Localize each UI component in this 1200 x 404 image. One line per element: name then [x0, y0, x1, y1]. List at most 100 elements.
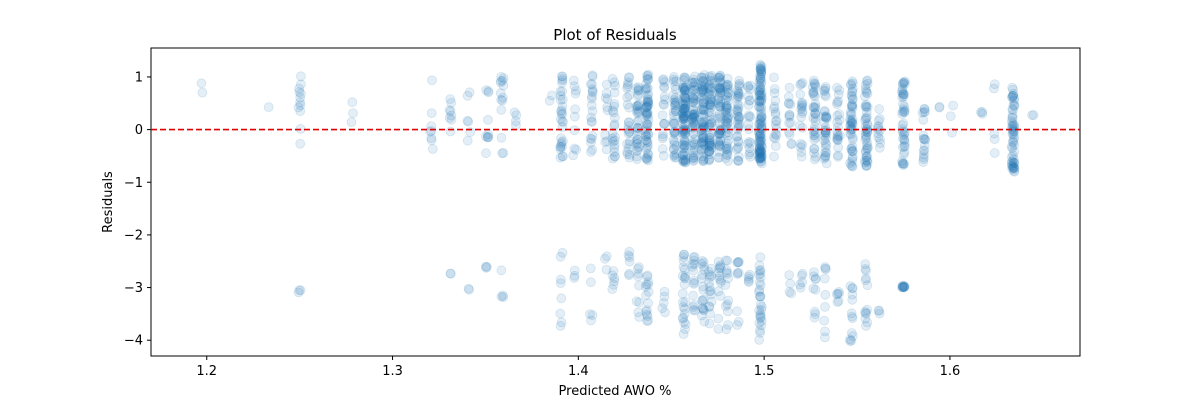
residual-point [755, 136, 766, 147]
residual-point [622, 83, 632, 94]
residual-point [642, 107, 653, 117]
residual-point [607, 73, 618, 84]
residual-point [509, 107, 520, 118]
residual-point [714, 82, 724, 93]
residual-point [659, 291, 670, 302]
residual-point [810, 112, 821, 123]
residual-point [643, 94, 653, 105]
residual-point [847, 134, 858, 145]
residual-point [641, 121, 652, 131]
residual-point [697, 133, 707, 144]
residual-point [786, 288, 797, 299]
residual-point [586, 315, 596, 326]
residual-point [679, 82, 689, 93]
residual-point [754, 139, 765, 150]
residual-point [819, 106, 830, 116]
residual-point [862, 304, 872, 315]
residual-point [723, 84, 734, 95]
residual-point [797, 108, 808, 118]
residual-point [755, 309, 766, 319]
residual-point [756, 133, 767, 144]
residual-point [570, 104, 580, 115]
residual-point [783, 98, 794, 108]
residual-point [678, 156, 688, 167]
residual-point [734, 151, 744, 162]
residual-point [678, 140, 689, 151]
residual-point [714, 127, 725, 138]
residual-point [732, 131, 743, 142]
residual-point [769, 103, 779, 114]
residual-point [819, 85, 829, 96]
residual-point [754, 81, 765, 91]
residual-point [821, 112, 831, 123]
residual-point [633, 101, 643, 111]
residual-point [669, 152, 680, 163]
residual-point [819, 315, 830, 326]
residual-point [557, 247, 568, 258]
residual-point [846, 123, 857, 134]
residual-point [609, 147, 620, 158]
x-tick-label: 1.5 [754, 364, 775, 379]
residual-point [796, 151, 807, 162]
residual-point [756, 117, 767, 127]
residual-point [861, 107, 872, 118]
residual-point [771, 123, 782, 134]
residual-point [755, 61, 766, 72]
residual-point [875, 138, 886, 149]
residual-point [754, 102, 764, 112]
residual-point [659, 77, 670, 87]
residual-point [293, 102, 304, 113]
residual-point [810, 152, 821, 163]
residual-point [669, 126, 680, 136]
residual-point [569, 81, 580, 92]
residual-point [713, 137, 724, 148]
residual-point [426, 135, 437, 146]
chart-title: Plot of Residuals [553, 26, 677, 44]
residual-point [861, 160, 872, 171]
residual-point [875, 113, 885, 124]
residual-point [678, 262, 689, 273]
residual-point [668, 107, 679, 117]
residual-point [745, 151, 756, 162]
residual-point [809, 144, 820, 154]
residual-point [641, 279, 652, 290]
residual-point [713, 256, 724, 267]
residual-point [696, 310, 707, 321]
residual-point [688, 302, 699, 312]
residual-point [860, 121, 871, 132]
residual-point [733, 105, 743, 116]
residual-point [602, 105, 613, 116]
residual-point [832, 110, 843, 121]
residual-point [557, 71, 567, 82]
residual-point [720, 90, 731, 100]
residual-point [846, 79, 856, 89]
residual-point [722, 255, 733, 266]
residual-point [733, 87, 743, 97]
x-tick-label: 1.2 [196, 364, 217, 379]
residual-point [696, 92, 707, 103]
residual-point [797, 268, 808, 279]
residual-point [687, 77, 698, 88]
residual-point [633, 307, 644, 318]
residual-point [810, 102, 821, 112]
residual-point [754, 137, 765, 148]
residual-point [714, 73, 725, 83]
residual-point [679, 308, 690, 319]
residual-point [786, 139, 797, 150]
residual-point [622, 92, 633, 103]
residual-point [706, 296, 717, 307]
residual-point [756, 158, 767, 169]
residual-point [861, 160, 872, 171]
residual-point [714, 72, 725, 83]
residual-point [678, 104, 689, 114]
residual-point [556, 317, 567, 328]
residual-point [848, 94, 858, 104]
residual-point [810, 273, 821, 284]
residual-point [810, 128, 821, 139]
residual-point [658, 150, 669, 161]
residual-point [610, 80, 620, 91]
residual-point [845, 114, 855, 125]
residual-point [833, 150, 843, 161]
residual-point [745, 147, 755, 158]
residual-point [699, 81, 710, 91]
